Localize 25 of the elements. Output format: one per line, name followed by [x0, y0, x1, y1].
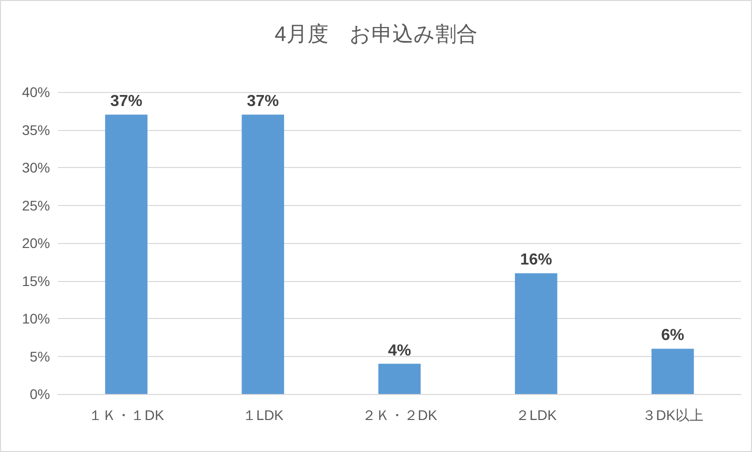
- data-label: 6%: [661, 327, 684, 344]
- data-label: 37%: [246, 93, 279, 110]
- data-label: 4%: [388, 342, 412, 360]
- y-tick-label: 5%: [30, 348, 50, 364]
- bar: [514, 273, 558, 394]
- chart-title: 4月度 お申込み割合: [274, 23, 478, 46]
- bar: [105, 114, 148, 394]
- y-tick-label: 30%: [22, 160, 50, 176]
- y-tick-label: 15%: [22, 272, 50, 289]
- x-tick-label: ２Ｋ・２DK: [362, 407, 438, 423]
- y-tick-label: 40%: [22, 84, 50, 100]
- bar: [242, 114, 284, 394]
- y-tick-label: 35%: [22, 122, 50, 138]
- y-tick-label: 10%: [22, 310, 50, 326]
- y-tick-label: 25%: [22, 197, 50, 214]
- y-tick-label: 20%: [22, 235, 50, 251]
- x-tick-label: １Ｋ・１DK: [88, 407, 165, 423]
- x-tick-label: ３DK以上: [642, 407, 704, 423]
- x-tick-label: １LDK: [242, 407, 284, 423]
- data-label: 37%: [110, 93, 142, 110]
- bar: [652, 348, 694, 394]
- x-tick-label: ２LDK: [515, 407, 558, 423]
- data-label: 16%: [520, 252, 552, 269]
- bar: [378, 364, 421, 394]
- y-tick-label: 0%: [30, 386, 50, 402]
